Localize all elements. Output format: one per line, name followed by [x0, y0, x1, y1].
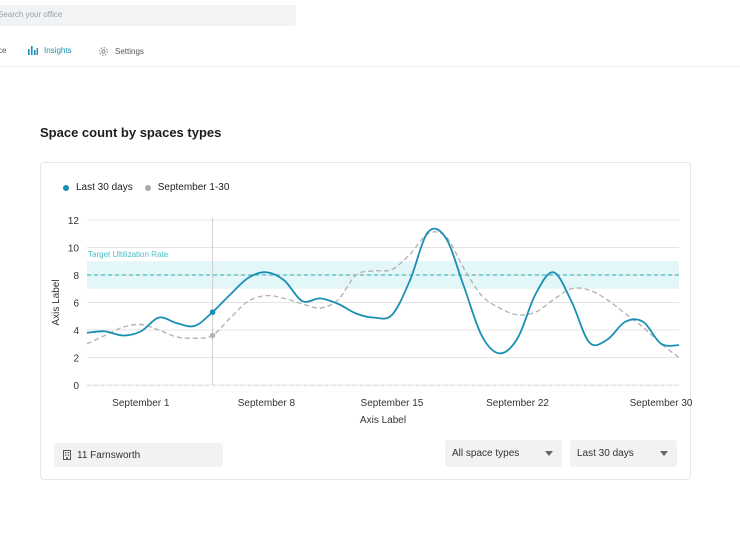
y-tick-label: 8: [73, 271, 79, 282]
y-tick-label: 10: [68, 244, 80, 255]
x-tick-label: September 8: [238, 398, 296, 409]
bar-chart-icon: [28, 46, 38, 55]
y-tick-label: 6: [73, 299, 79, 310]
legend-label: Last 30 days: [76, 182, 133, 193]
gear-icon: [99, 47, 108, 56]
chevron-down-icon: [545, 451, 553, 456]
x-tick-label: September 30: [630, 398, 693, 409]
series-line-last-30-days: [86, 227, 680, 355]
x-tick-label: September 1: [112, 398, 170, 409]
legend-swatch-blue: [63, 184, 69, 191]
legend-swatch-gray: [144, 184, 151, 191]
x-tick-label: September 15: [361, 398, 424, 409]
building-icon: [63, 450, 71, 460]
chart-card: [40, 162, 691, 480]
y-tick-label: 2: [73, 354, 79, 365]
y-tick-label: 4: [73, 326, 79, 337]
tab-insights[interactable]: Insights: [28, 46, 72, 55]
nav-item-partial-label: ce: [0, 46, 7, 55]
office-selector[interactable]: 11 Farnsworth: [54, 443, 223, 467]
tab-insights-label: Insights: [44, 46, 72, 55]
legend-item-september[interactable]: September 1-30: [144, 182, 230, 193]
top-nav: ce Insights Settings: [0, 40, 740, 67]
space-type-value: All space types: [452, 448, 520, 459]
highlight-point: [209, 309, 216, 315]
tab-settings[interactable]: Settings: [98, 46, 144, 57]
target-label: Target Ultilization Rate: [88, 250, 169, 259]
chart-legend: Last 30 days September 1-30: [63, 182, 229, 193]
search-placeholder: Search your office: [0, 10, 63, 19]
space-type-dropdown[interactable]: All space types: [445, 440, 562, 467]
office-name: 11 Farnsworth: [77, 449, 141, 461]
search-input[interactable]: Search your office: [0, 5, 296, 26]
y-axis-label: Axis Label: [51, 279, 62, 325]
tab-settings-label: Settings: [115, 47, 144, 56]
x-tick-label: September 22: [486, 398, 549, 409]
nav-item-partial[interactable]: ce: [0, 46, 6, 55]
x-axis-label: Axis Label: [360, 415, 406, 426]
legend-label: September 1-30: [157, 182, 230, 193]
y-tick-label: 12: [68, 216, 80, 227]
period-value: Last 30 days: [577, 448, 634, 459]
period-dropdown[interactable]: Last 30 days: [570, 440, 677, 467]
series-line-september: [86, 231, 680, 359]
y-tick-label: 0: [73, 381, 79, 392]
highlight-point: [209, 332, 216, 339]
legend-item-last-30-days[interactable]: Last 30 days: [63, 182, 133, 193]
chevron-down-icon: [660, 451, 668, 456]
page-title: Space count by spaces types: [40, 125, 222, 140]
